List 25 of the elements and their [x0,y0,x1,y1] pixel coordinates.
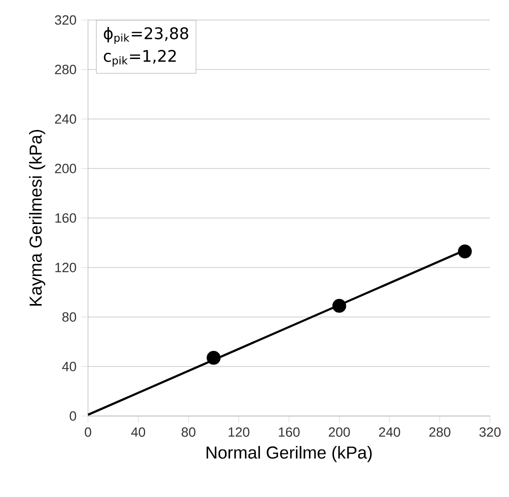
x-tick-label: 320 [479,427,501,437]
annotation: c$_{pik}$=1,22 [104,50,176,67]
x-tick-label: 280 [429,427,450,437]
x-tick-label: 240 [379,427,400,437]
y-tick-label: 320 [54,15,76,25]
x-tick-label: 160 [278,427,300,437]
x-tick-label: 200 [328,427,350,437]
y-tick-label: 200 [55,164,76,174]
y-tick-label: 80 [62,312,76,322]
y-tick-label: 160 [55,213,76,223]
x-axis-title: Normal Gerilme (kPa) [206,446,372,462]
point [332,298,346,313]
point [458,244,472,258]
y-tick-label: 120 [55,262,76,272]
point [206,350,221,365]
y-tick-label: 40 [62,362,76,372]
x-tick-label: 80 [182,427,196,437]
annotation: ϕ$_{pik}$=23,88 [104,26,188,44]
y-tick-label: 280 [55,64,76,74]
y-axis-title: Kayma Gerilmesi (kPa) [29,130,46,306]
y-tick-label: 0 [70,411,76,421]
x-tick-label: 40 [131,427,146,437]
y-tick-label: 240 [55,114,76,124]
x-tick-label: 120 [228,427,250,437]
x-tick-label: 0 [84,427,92,437]
